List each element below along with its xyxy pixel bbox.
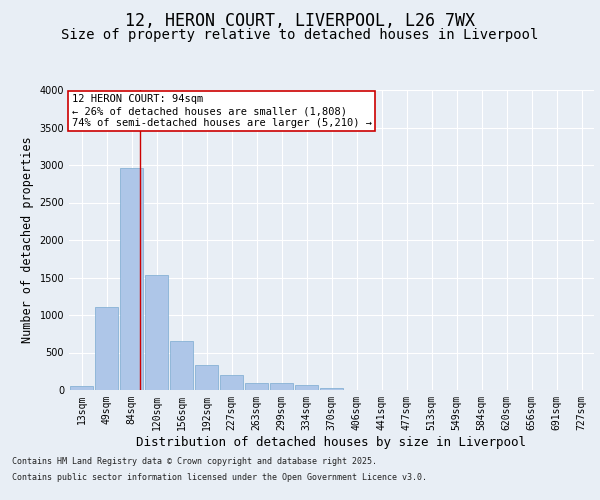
Bar bbox=[245, 383, 268, 390]
Bar bbox=[195, 364, 218, 390]
Bar bbox=[220, 375, 243, 390]
Text: 12 HERON COURT: 94sqm
← 26% of detached houses are smaller (1,808)
74% of semi-d: 12 HERON COURT: 94sqm ← 26% of detached … bbox=[71, 94, 371, 128]
Bar bbox=[95, 307, 118, 390]
Text: Contains public sector information licensed under the Open Government Licence v3: Contains public sector information licen… bbox=[12, 472, 427, 482]
Text: 12, HERON COURT, LIVERPOOL, L26 7WX: 12, HERON COURT, LIVERPOOL, L26 7WX bbox=[125, 12, 475, 30]
Bar bbox=[145, 275, 168, 390]
Bar bbox=[170, 341, 193, 390]
Bar bbox=[295, 385, 318, 390]
Bar bbox=[320, 388, 343, 390]
Text: Contains HM Land Registry data © Crown copyright and database right 2025.: Contains HM Land Registry data © Crown c… bbox=[12, 458, 377, 466]
Y-axis label: Number of detached properties: Number of detached properties bbox=[21, 136, 34, 344]
X-axis label: Distribution of detached houses by size in Liverpool: Distribution of detached houses by size … bbox=[137, 436, 527, 448]
Text: Size of property relative to detached houses in Liverpool: Size of property relative to detached ho… bbox=[61, 28, 539, 42]
Bar bbox=[270, 383, 293, 390]
Bar bbox=[70, 386, 93, 390]
Bar bbox=[120, 168, 143, 390]
